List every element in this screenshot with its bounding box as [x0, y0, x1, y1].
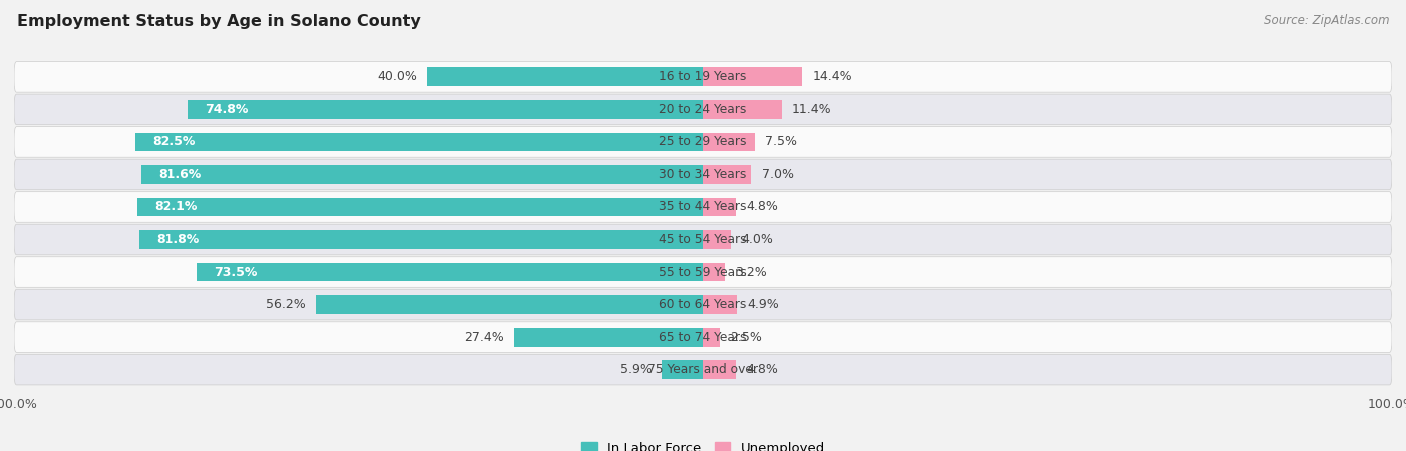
Text: 2.5%: 2.5%	[731, 331, 762, 344]
Bar	[703, 230, 731, 249]
FancyBboxPatch shape	[14, 192, 1392, 222]
Text: 5.9%: 5.9%	[620, 363, 652, 376]
Text: 81.6%: 81.6%	[157, 168, 201, 181]
Text: 65 to 74 Years: 65 to 74 Years	[659, 331, 747, 344]
Text: 73.5%: 73.5%	[214, 266, 257, 279]
Bar	[703, 295, 737, 314]
Legend: In Labor Force, Unemployed: In Labor Force, Unemployed	[575, 437, 831, 451]
Bar	[141, 165, 703, 184]
Bar	[703, 198, 737, 216]
FancyBboxPatch shape	[14, 224, 1392, 255]
Text: Source: ZipAtlas.com: Source: ZipAtlas.com	[1264, 14, 1389, 27]
Text: 55 to 59 Years: 55 to 59 Years	[659, 266, 747, 279]
Text: 4.0%: 4.0%	[741, 233, 773, 246]
Text: 25 to 29 Years: 25 to 29 Years	[659, 135, 747, 148]
FancyBboxPatch shape	[14, 289, 1392, 320]
Text: 11.4%: 11.4%	[792, 103, 831, 116]
Bar	[427, 68, 703, 86]
Text: 82.5%: 82.5%	[152, 135, 195, 148]
FancyBboxPatch shape	[14, 127, 1392, 157]
FancyBboxPatch shape	[14, 322, 1392, 352]
Bar	[138, 198, 703, 216]
Bar	[316, 295, 703, 314]
Bar	[703, 327, 720, 346]
Text: 7.0%: 7.0%	[762, 168, 793, 181]
Text: 75 Years and over: 75 Years and over	[648, 363, 758, 376]
Text: 4.8%: 4.8%	[747, 363, 779, 376]
Text: 14.4%: 14.4%	[813, 70, 852, 83]
Text: 4.9%: 4.9%	[747, 298, 779, 311]
Bar	[703, 165, 751, 184]
Bar	[135, 133, 703, 152]
FancyBboxPatch shape	[14, 354, 1392, 385]
Text: 45 to 54 Years: 45 to 54 Years	[659, 233, 747, 246]
Bar	[703, 68, 803, 86]
Text: 35 to 44 Years: 35 to 44 Years	[659, 201, 747, 213]
Bar	[197, 262, 703, 281]
FancyBboxPatch shape	[14, 257, 1392, 287]
Text: 40.0%: 40.0%	[377, 70, 418, 83]
FancyBboxPatch shape	[14, 159, 1392, 190]
Bar	[703, 100, 782, 119]
Bar	[703, 133, 755, 152]
Text: 20 to 24 Years: 20 to 24 Years	[659, 103, 747, 116]
Text: 7.5%: 7.5%	[765, 135, 797, 148]
FancyBboxPatch shape	[14, 94, 1392, 124]
FancyBboxPatch shape	[14, 62, 1392, 92]
Text: 74.8%: 74.8%	[205, 103, 249, 116]
Bar	[139, 230, 703, 249]
Text: 27.4%: 27.4%	[464, 331, 503, 344]
Bar	[703, 262, 725, 281]
Bar	[515, 327, 703, 346]
Text: 4.8%: 4.8%	[747, 201, 779, 213]
Bar	[703, 360, 737, 379]
Text: 56.2%: 56.2%	[266, 298, 305, 311]
Text: 16 to 19 Years: 16 to 19 Years	[659, 70, 747, 83]
Text: 60 to 64 Years: 60 to 64 Years	[659, 298, 747, 311]
Text: 3.2%: 3.2%	[735, 266, 768, 279]
Bar	[187, 100, 703, 119]
Bar	[662, 360, 703, 379]
Text: 82.1%: 82.1%	[155, 201, 198, 213]
Text: 30 to 34 Years: 30 to 34 Years	[659, 168, 747, 181]
Text: Employment Status by Age in Solano County: Employment Status by Age in Solano Count…	[17, 14, 420, 28]
Text: 81.8%: 81.8%	[156, 233, 200, 246]
